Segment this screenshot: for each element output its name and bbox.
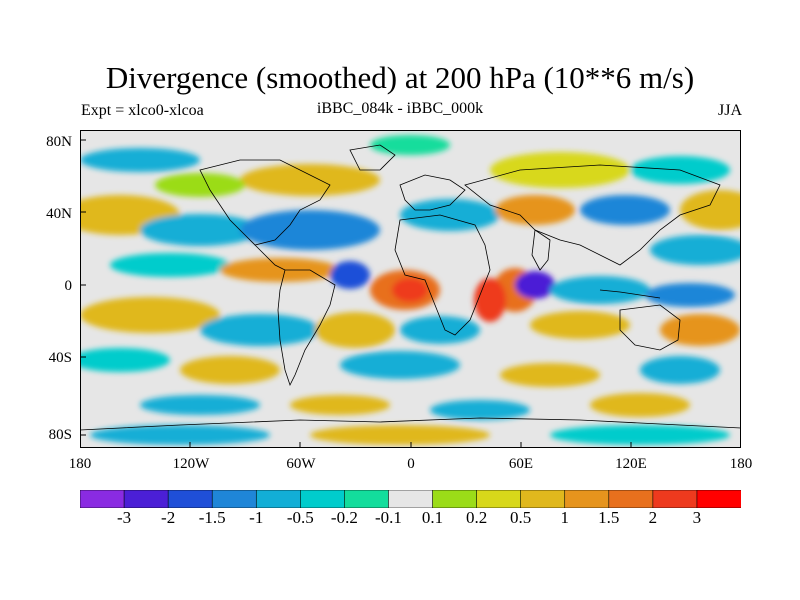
divergence-map: [80, 130, 741, 448]
colorbar: [80, 490, 741, 508]
divergence-field: [80, 135, 741, 445]
colorbar-swatch: [388, 490, 434, 508]
colorbar-label: 0.5: [510, 508, 532, 527]
colorbar-swatch: [211, 490, 258, 508]
lat-label-40n: 40N: [46, 206, 72, 222]
colorbar-label: 3: [692, 508, 702, 527]
colorbar-swatch: [564, 490, 610, 508]
colorbar-label: -1.5: [198, 508, 226, 527]
lon-label-180w: 180: [68, 456, 92, 472]
colorbar-label: 1.5: [598, 508, 620, 527]
season-label: JJA: [717, 102, 742, 119]
colorbar-label: -0.5: [286, 508, 314, 527]
lat-label-0: 0: [64, 278, 73, 294]
colorbar-swatch: [167, 490, 213, 508]
lat-label-80s: 80S: [48, 427, 72, 443]
colorbar-swatch: [255, 490, 302, 508]
colorbar-swatch: [80, 490, 125, 508]
colorbar-swatch: [476, 490, 522, 508]
colorbar-label: -0.1: [374, 508, 402, 527]
lon-label-60e: 60E: [508, 456, 534, 472]
colorbar-label: -0.2: [330, 508, 358, 527]
lat-label-80n: 80N: [46, 134, 72, 150]
colorbar-swatch: [696, 490, 741, 508]
colorbar-label: -2: [161, 508, 176, 527]
colorbar-label: 1: [560, 508, 569, 527]
lon-label-120e: 120E: [615, 456, 647, 472]
lon-label-180e: 180: [729, 456, 753, 472]
colorbar-swatch: [652, 490, 698, 508]
lat-label-40s: 40S: [48, 350, 72, 366]
axis-ticks: [80, 130, 632, 448]
colorbar-swatch: [123, 490, 169, 508]
colorbar-swatch: [432, 490, 478, 508]
experiment-label: Expt = xlco0-xlcoa: [81, 102, 204, 119]
map-title: Divergence (smoothed) at 200 hPa (10**6 …: [105, 60, 695, 95]
colorbar-swatch: [300, 490, 346, 508]
colorbar-swatch: [344, 490, 390, 508]
colorbar-label: 0.1: [421, 508, 444, 527]
colorbar-label: -1: [249, 508, 264, 527]
colorbar-label: -3: [116, 508, 132, 527]
lon-label-0: 0: [407, 456, 415, 472]
colorbar-label: 0.2: [465, 508, 488, 527]
lon-label-60w: 60W: [286, 456, 316, 472]
difference-label: iBBC_084k - iBBC_000k: [316, 100, 484, 117]
colorbar-swatch: [520, 490, 566, 508]
colorbar-swatch: [608, 490, 654, 508]
colorbar-label: 2: [648, 508, 658, 527]
lon-label-120w: 120W: [172, 456, 210, 472]
coastlines: [80, 144, 741, 431]
